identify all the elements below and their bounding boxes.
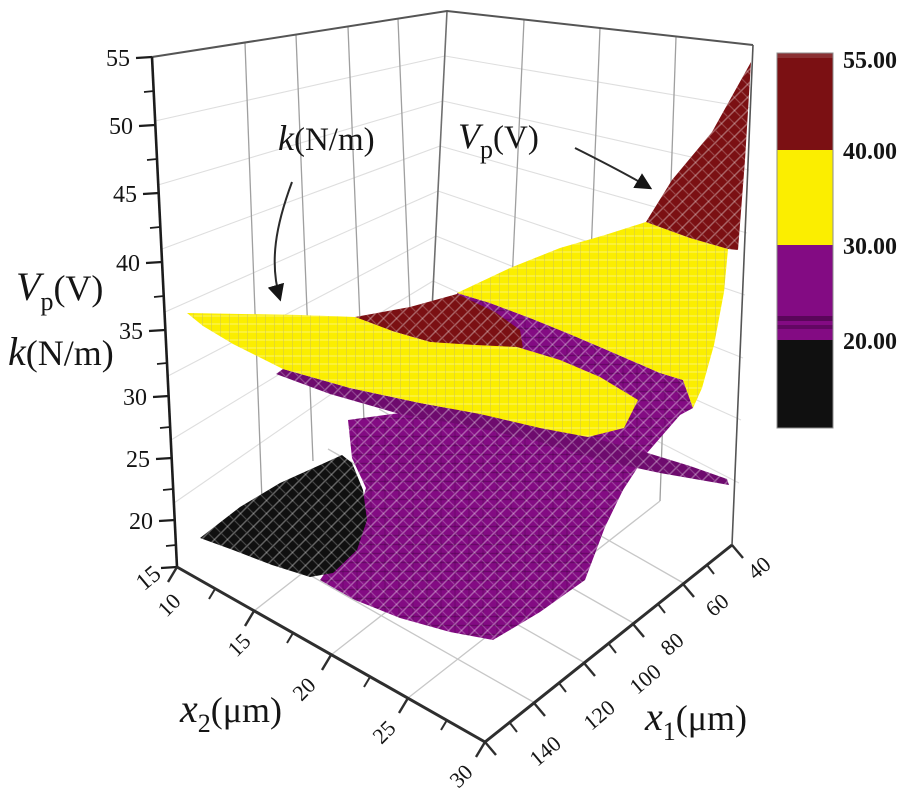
- x2-axis-minor-ticks: [208, 588, 448, 731]
- x1-tick-80: 80: [656, 627, 689, 660]
- annotation-vp-arrow: [574, 147, 653, 190]
- z-tick-50: 50: [109, 114, 133, 140]
- x2-tick-20: 20: [287, 672, 320, 705]
- z-axis-title-k: k(N/m): [8, 329, 114, 374]
- box-right-edge: [731, 44, 754, 546]
- z-tick-15: 15: [131, 561, 166, 596]
- annotation-vp-label: Vp(V): [458, 116, 539, 164]
- box-top-edges: [151, 9, 754, 58]
- x1-axis-title: x1(μm): [644, 694, 747, 746]
- z-axis: 55 50 45 40 35 30 25 20 15 Vp(V) k(N/m): [8, 46, 179, 596]
- colorbar-segment-purple: [777, 245, 833, 340]
- z-tick-20: 20: [129, 509, 153, 535]
- x1-tick-60: 60: [701, 588, 734, 621]
- z-tick-30: 30: [123, 385, 147, 411]
- z-tick-35: 35: [119, 319, 143, 345]
- x1-tick-120: 120: [578, 695, 619, 735]
- colorbar-label-30: 30.00: [843, 234, 897, 260]
- colorbar-border: [776, 52, 834, 429]
- x1-axis-major-ticks: [484, 544, 744, 756]
- colorbar-top-strip: [777, 53, 833, 58]
- z-axis-tick-labels: 55 50 45 40 35 30 25 20 15: [106, 46, 166, 596]
- z-axis-minor-ticks: [143, 90, 177, 547]
- colorbar-purple-stripe2: [777, 325, 833, 329]
- colorbar: 55.00 40.00 30.00 20.00: [776, 48, 897, 429]
- x1-axis-minor-ticks: [509, 564, 715, 733]
- colorbar-label-55: 55.00: [843, 48, 897, 74]
- z-tick-55: 55: [106, 46, 130, 72]
- x1-axis-line: [484, 543, 733, 744]
- x2-axis-major-ticks: [166, 566, 487, 758]
- colorbar-segment-black: [777, 340, 833, 428]
- x1-tick-40: 40: [743, 551, 776, 584]
- z-axis-major-ticks: [135, 55, 178, 570]
- x2-axis-title: x2(μm): [179, 686, 282, 738]
- colorbar-segment-red: [777, 58, 833, 150]
- annotation-k-arrow: [267, 181, 293, 302]
- vp-band-black-mesh: [200, 455, 367, 577]
- colorbar-segment-yellow: [777, 150, 833, 245]
- z-axis-title-vp: Vp(V): [16, 264, 103, 316]
- vp-band-red-peak-mesh: [646, 62, 751, 250]
- colorbar-purple-stripe1: [777, 316, 833, 321]
- colorbar-tick-labels: 55.00 40.00 30.00 20.00: [843, 48, 897, 355]
- annotation-vp-surface: Vp(V): [458, 116, 653, 190]
- x2-axis-line: [176, 565, 486, 744]
- x2-tick-25: 25: [367, 715, 400, 748]
- colorbar-label-40: 40.00: [843, 139, 897, 165]
- z-tick-25: 25: [126, 447, 150, 473]
- x2-tick-10: 10: [152, 588, 185, 621]
- x1-tick-140: 140: [524, 731, 565, 771]
- x2-axis: 10 15 20 25 30 x2(μm): [152, 565, 487, 793]
- x1-tick-100: 100: [624, 659, 665, 699]
- z-axis-line: [150, 56, 179, 568]
- annotation-k-surface: k(N/m): [267, 118, 375, 302]
- x2-tick-15: 15: [222, 628, 255, 661]
- z-tick-45: 45: [113, 182, 137, 208]
- x2-tick-30: 30: [444, 759, 477, 792]
- annotation-k-label: k(N/m): [278, 118, 375, 158]
- colorbar-label-20: 20.00: [843, 329, 897, 355]
- z-tick-40: 40: [116, 251, 140, 277]
